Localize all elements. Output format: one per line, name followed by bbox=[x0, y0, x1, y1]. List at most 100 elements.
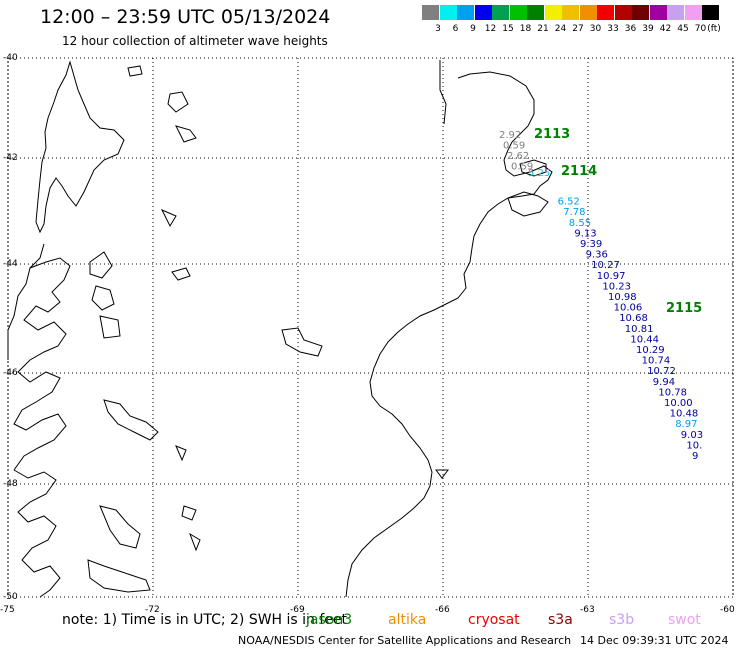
wave-height-value: 10.98 bbox=[608, 292, 637, 303]
colorbar-label: 9 bbox=[470, 24, 476, 34]
longitude-label: -72 bbox=[145, 605, 160, 615]
map-subtitle: 12 hour collection of altimeter wave hei… bbox=[62, 34, 328, 48]
coastline-segment bbox=[181, 505, 197, 521]
colorbar-label: 18 bbox=[519, 24, 532, 34]
longitude-label: -63 bbox=[580, 605, 595, 615]
colorbar-label: 30 bbox=[589, 24, 602, 34]
coastline-segment bbox=[167, 91, 189, 113]
colorbar-swatch bbox=[422, 5, 439, 20]
colorbar-label: 6 bbox=[452, 24, 459, 34]
colorbar-swatch bbox=[527, 5, 544, 20]
coastline-segment bbox=[175, 445, 187, 462]
latitude-label: -48 bbox=[3, 479, 18, 489]
wave-height-value: 9.13 bbox=[574, 228, 596, 239]
wave-height-value: 10.78 bbox=[658, 387, 687, 398]
colorbar-label: 12 bbox=[484, 24, 497, 34]
coastline-segment bbox=[127, 65, 143, 77]
wave-height-value: 8.97 bbox=[675, 419, 697, 430]
colorbar-swatch bbox=[702, 5, 719, 20]
colorbar-swatch bbox=[614, 5, 632, 20]
wave-height-value: 10.44 bbox=[630, 334, 659, 345]
colorbar-label: (ft) bbox=[707, 24, 721, 34]
coastline-segment bbox=[99, 505, 141, 549]
colorbar-swatch bbox=[684, 5, 702, 20]
pass-number-label: 2113 bbox=[534, 127, 570, 142]
longitude-label: -60 bbox=[720, 605, 735, 615]
credit-line: NOAA/NESDIS Center for Satellite Applica… bbox=[238, 634, 572, 647]
coastline-segment bbox=[439, 60, 447, 125]
longitude-label: -75 bbox=[0, 605, 15, 615]
wave-height-value: 0.59 bbox=[511, 162, 533, 173]
colorbar-swatch bbox=[562, 5, 579, 20]
colorbar-swatch bbox=[457, 5, 474, 20]
coastline-segment bbox=[435, 469, 449, 479]
wave-height-value: 10.72 bbox=[647, 366, 676, 377]
wave-height-value: 10.23 bbox=[602, 281, 631, 292]
lat-lon-grid bbox=[7, 57, 734, 598]
wave-height-value: 10.29 bbox=[636, 345, 665, 356]
coastline-segment bbox=[519, 159, 547, 177]
wave-height-value: 2.92 bbox=[499, 130, 521, 141]
coastline-segment bbox=[507, 191, 549, 217]
wave-height-value: 9.03 bbox=[681, 430, 703, 441]
wave-height-value: 9 bbox=[692, 451, 698, 462]
colorbar-swatch bbox=[597, 5, 614, 20]
wave-height-value: 6.52 bbox=[558, 197, 580, 208]
wave-height-value: 9.94 bbox=[653, 377, 675, 388]
map-title: 12:00 – 23:59 UTC 05/13/2024 bbox=[40, 6, 331, 28]
colorbar-swatch bbox=[544, 5, 562, 20]
coastline-segment bbox=[89, 251, 113, 279]
satellite-legend-s3a: s3a bbox=[548, 612, 573, 628]
latitude-label: -50 bbox=[3, 592, 18, 602]
wave-height-value: 7.78 bbox=[563, 207, 585, 218]
colorbar-swatch bbox=[579, 5, 597, 20]
colorbar-swatch bbox=[632, 5, 649, 20]
colorbar-label: 15 bbox=[502, 24, 514, 34]
coastline-segment bbox=[91, 285, 115, 311]
wave-height-value: 2.62 bbox=[507, 151, 529, 162]
longitude-label: -66 bbox=[435, 605, 450, 615]
pass-number-label: 2115 bbox=[666, 301, 702, 316]
wave-height-value: 9.36 bbox=[586, 250, 608, 261]
satellite-legend-cryosat: cryosat bbox=[468, 612, 520, 628]
wave-height-value: 10.81 bbox=[625, 324, 654, 335]
wave-height-value: 9.39 bbox=[580, 239, 602, 250]
latitude-label: -46 bbox=[3, 368, 18, 378]
colorbar-label: 24 bbox=[554, 24, 567, 34]
colorbar-swatch bbox=[439, 5, 457, 20]
satellite-legend-s3b: s3b bbox=[609, 612, 635, 628]
colorbar-label: 21 bbox=[537, 24, 549, 34]
latitude-label: -42 bbox=[3, 153, 18, 163]
colorbar-label: 27 bbox=[572, 24, 584, 34]
coastline-segment bbox=[99, 315, 121, 339]
footer-note: note: 1) Time is in UTC; 2) SWH is in fe… bbox=[62, 612, 348, 628]
wave-height-value: 10.68 bbox=[619, 313, 648, 324]
wave-height-value: 0.59 bbox=[503, 141, 525, 152]
longitude-label: -69 bbox=[290, 605, 305, 615]
coastline-segment bbox=[160, 209, 177, 228]
colorbar-swatch bbox=[667, 5, 684, 20]
wave-height-value: 10.74 bbox=[642, 356, 671, 367]
coastline-segment bbox=[345, 71, 553, 598]
colorbar-swatch bbox=[492, 5, 509, 20]
wave-height-value: 10.27 bbox=[591, 260, 620, 271]
coastline-segment bbox=[13, 257, 71, 471]
latitude-label: -44 bbox=[3, 259, 18, 269]
wave-height-value: 10. bbox=[686, 440, 702, 451]
coastline-segment bbox=[7, 243, 45, 360]
colorbar-swatch bbox=[649, 5, 667, 20]
colorbar-label: 45 bbox=[677, 24, 689, 34]
coastline-segment bbox=[171, 267, 191, 281]
coastline-segment bbox=[87, 559, 151, 593]
colorbar-swatch bbox=[474, 5, 492, 20]
coastline bbox=[7, 60, 553, 598]
coastline-segment bbox=[281, 327, 323, 357]
colorbar-label: 70 bbox=[694, 24, 707, 34]
satellite-legend-swot: swot bbox=[668, 612, 701, 628]
wave-height-value: 10.48 bbox=[670, 409, 699, 420]
coastline-segment bbox=[13, 469, 61, 598]
colorbar-label: 33 bbox=[607, 24, 619, 34]
wave-height-value: 10.06 bbox=[614, 303, 643, 314]
satellite-legend-altika: altika bbox=[388, 612, 427, 628]
